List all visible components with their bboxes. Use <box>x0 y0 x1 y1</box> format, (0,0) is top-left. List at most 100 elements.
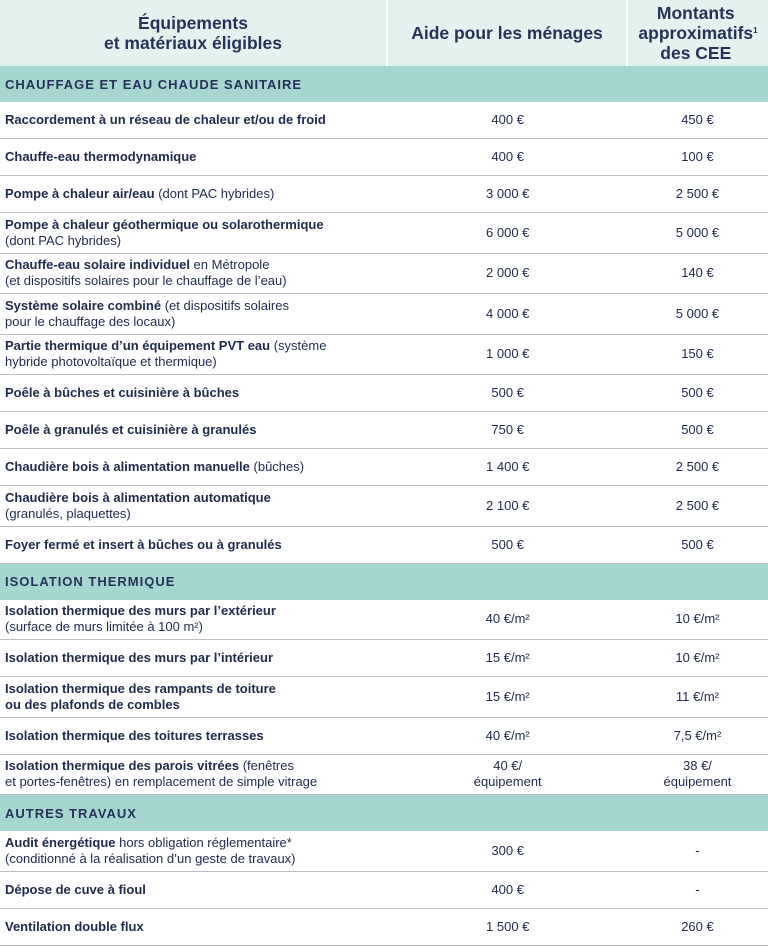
aide-value: 3 000 € <box>486 186 530 201</box>
equipment-details: (dont PAC hybrides) <box>154 186 275 201</box>
equipment-name: Poêle à bûches et cuisinière à bûches <box>5 385 240 400</box>
aide-value: 6 000 € <box>486 224 530 240</box>
cee-value: - <box>695 881 700 897</box>
equipment-name: Poêle à granulés et cuisinière à granulé… <box>5 422 257 437</box>
table-row: Système solaire combiné (et dispositifs … <box>0 294 768 335</box>
equipment-name: Pompe à chaleur air/eau <box>5 186 155 201</box>
equipment-name: Isolation thermique des toitures terrass… <box>5 727 264 743</box>
table-row: Chauffe-eau thermodynamique 400 € 100 € <box>0 139 768 176</box>
equipment-label: Pompe à chaleur géothermique ou solaroth… <box>0 213 388 253</box>
header-aide: Aide pour les ménages <box>386 0 626 66</box>
cee-value: 2 500 € <box>675 186 720 201</box>
cee-value: 2 500 € <box>675 497 720 513</box>
header-equipements: Équipements et matériaux éligibles <box>104 13 282 53</box>
equipment-details: (fenêtres et portes-fenêtres) en remplac… <box>5 758 318 790</box>
equipment-label: Isolation thermique des parois vitrées (… <box>0 755 388 795</box>
equipment-name: Isolation thermique des rampants de toit… <box>5 680 276 712</box>
cee-value: 10 €/m² <box>675 611 720 627</box>
cee-value: 450 € <box>681 112 714 127</box>
aide-value: 1 500 € <box>486 918 530 934</box>
table-row: Ventilation double flux 1 500 € 260 € <box>0 909 768 946</box>
aide-value: 4 000 € <box>486 305 530 321</box>
cee-value: 140 € <box>681 265 714 281</box>
equipment-label: Isolation thermique des rampants de toit… <box>0 677 388 717</box>
table-row: Poêle à granulés et cuisinière à granulé… <box>0 412 768 449</box>
cee-value: 7,5 €/m² <box>673 727 722 743</box>
equipment-details: (surface de murs limitée à 100 m²) <box>5 619 203 635</box>
equipment-label: Dépose de cuve à fioul <box>0 872 388 908</box>
equipment-details: en Métropole (et dispositifs solaires po… <box>5 257 287 289</box>
table-row: Chaudière bois à alimentation automatiqu… <box>0 486 768 527</box>
cee-value: 5 000 € <box>675 224 720 240</box>
equipment-label: Isolation thermique des murs par l’intér… <box>0 640 388 676</box>
equipment-label: Chaudière bois à alimentation manuelle (… <box>0 449 388 485</box>
equipment-name: Chauffe-eau solaire individuel <box>5 257 190 273</box>
cee-value: 11 €/m² <box>675 688 720 704</box>
aide-value: 40 €/m² <box>485 611 530 627</box>
table-row: Chaudière bois à alimentation manuelle (… <box>0 449 768 486</box>
equipment-details: (dont PAC hybrides) <box>5 232 122 248</box>
equipment-name: Pompe à chaleur géothermique ou solaroth… <box>5 216 324 232</box>
equipment-label: Foyer fermé et insert à bûches ou à gran… <box>0 527 388 563</box>
aide-value: 40 €/ équipement <box>473 758 542 790</box>
section-header: CHAUFFAGE ET EAU CHAUDE SANITAIRE <box>0 66 768 102</box>
table-row: Isolation thermique des rampants de toit… <box>0 677 768 718</box>
cee-value: 500 € <box>681 422 714 437</box>
equipment-label: Chauffe-eau thermodynamique <box>0 139 388 175</box>
aide-value: 500 € <box>491 536 524 552</box>
cee-value: 100 € <box>681 149 714 164</box>
aide-value: 300 € <box>491 842 524 858</box>
aide-value: 400 € <box>491 112 524 127</box>
section-header: ISOLATION THERMIQUE <box>0 563 768 600</box>
cee-value: - <box>695 842 700 858</box>
cee-value: 150 € <box>681 346 714 362</box>
equipment-label: Audit énergétique hors obligation réglem… <box>0 831 388 871</box>
equipment-name: Raccordement à un réseau de chaleur et/o… <box>5 112 326 127</box>
equipment-name: Isolation thermique des murs par l’intér… <box>5 650 274 665</box>
table-body: CHAUFFAGE ET EAU CHAUDE SANITAIRE Raccord… <box>0 66 768 946</box>
equipment-label: Poêle à bûches et cuisinière à bûches <box>0 375 388 411</box>
equipment-details: (et dispositifs solaires pour le chauffa… <box>5 297 289 329</box>
equipment-label: Chauffe-eau solaire individuel en Métrop… <box>0 254 388 294</box>
equipment-label: Isolation thermique des murs par l’extér… <box>0 600 388 640</box>
table-row: Foyer fermé et insert à bûches ou à gran… <box>0 527 768 564</box>
equipment-name: Ventilation double flux <box>5 918 144 934</box>
equipment-name: Isolation thermique des parois vitrées <box>5 758 240 774</box>
table-row: Partie thermique d’un équipement PVT eau… <box>0 335 768 375</box>
cee-value: 5 000 € <box>675 305 720 321</box>
equipment-label: Raccordement à un réseau de chaleur et/o… <box>0 102 388 138</box>
table-row: Audit énergétique hors obligation réglem… <box>0 831 768 872</box>
table-row: Raccordement à un réseau de chaleur et/o… <box>0 102 768 139</box>
equipment-label: Isolation thermique des toitures terrass… <box>0 718 388 754</box>
aide-value: 500 € <box>491 385 524 400</box>
table-row: Isolation thermique des parois vitrées (… <box>0 755 768 795</box>
cee-value: 10 €/m² <box>675 650 720 665</box>
equipment-label: Partie thermique d’un équipement PVT eau… <box>0 335 388 375</box>
cee-value: 2 500 € <box>675 459 720 474</box>
equipment-name: Chaudière bois à alimentation manuelle <box>5 459 250 474</box>
equipment-name: Isolation thermique des murs par l’extér… <box>5 603 276 619</box>
table-row: Dépose de cuve à fioul 400 € - <box>0 872 768 909</box>
table-row: Chauffe-eau solaire individuel en Métrop… <box>0 254 768 294</box>
table-header: Équipements et matériaux éligibles Aide … <box>0 0 768 66</box>
equipment-label: Poêle à granulés et cuisinière à granulé… <box>0 412 388 448</box>
cee-value: 500 € <box>681 385 714 400</box>
table-row: Pompe à chaleur géothermique ou solaroth… <box>0 213 768 254</box>
aide-value: 15 €/m² <box>485 688 530 704</box>
aide-value: 2 000 € <box>486 265 530 281</box>
equipment-label: Système solaire combiné (et dispositifs … <box>0 294 388 334</box>
equipment-name: Foyer fermé et insert à bûches ou à gran… <box>5 536 282 552</box>
cee-value: 260 € <box>681 918 714 934</box>
table-row: Isolation thermique des toitures terrass… <box>0 718 768 755</box>
aide-value: 15 €/m² <box>485 650 530 665</box>
aide-value: 1 000 € <box>486 346 530 362</box>
equipment-details: (système hybride photovoltaïque et therm… <box>5 338 327 370</box>
equipment-details: hors obligation réglementaire* (conditio… <box>5 834 296 866</box>
equipment-details: (bûches) <box>249 459 305 474</box>
table-row: Pompe à chaleur air/eau (dont PAC hybrid… <box>0 176 768 213</box>
aide-value: 40 €/m² <box>485 727 530 743</box>
equipment-name: Dépose de cuve à fioul <box>5 881 146 897</box>
cee-value: 38 €/ équipement <box>663 758 732 790</box>
equipment-name: Chaudière bois à alimentation automatiqu… <box>5 489 271 505</box>
aide-value: 400 € <box>491 881 524 897</box>
